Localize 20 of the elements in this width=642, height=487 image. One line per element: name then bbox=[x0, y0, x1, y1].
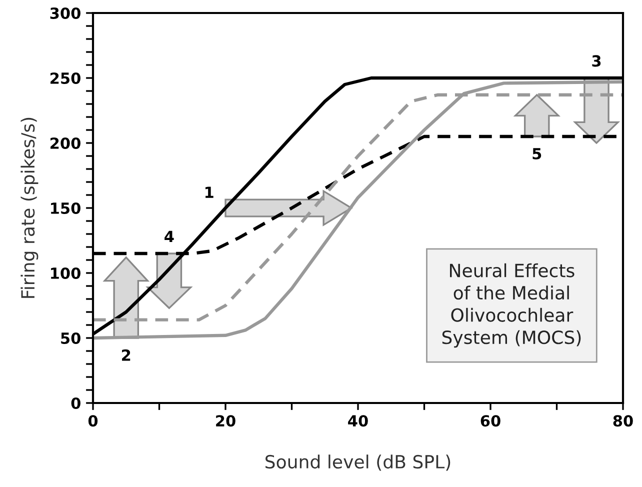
y-tick-label: 250 bbox=[50, 72, 80, 84]
x-tick-label: 40 bbox=[348, 415, 368, 427]
y-tick-label: 0 bbox=[71, 397, 80, 410]
x-tick-label: 80 bbox=[613, 415, 633, 427]
annotation: Neural Effects of the Medial Olivocochlear System (MOCS) bbox=[442, 263, 581, 348]
x-tick-label: 0 bbox=[88, 415, 98, 427]
annotation: 5 bbox=[532, 148, 542, 160]
x-tick-label: 20 bbox=[216, 415, 236, 427]
y-tick-label: 150 bbox=[51, 202, 80, 214]
y-tick-label: 50 bbox=[61, 332, 80, 344]
annotation: 3 bbox=[592, 55, 601, 67]
annotation: 2 bbox=[122, 349, 130, 361]
x-tick-label: 60 bbox=[480, 415, 500, 427]
annotation: 1 bbox=[205, 186, 214, 198]
y-tick-label: 200 bbox=[50, 137, 80, 150]
x-axis-title: Sound level (dB SPL) bbox=[266, 454, 450, 471]
y-axis-title: Firing rate (spikes/s) bbox=[20, 118, 38, 298]
annotation: 4 bbox=[164, 230, 174, 242]
y-tick-label: 300 bbox=[50, 7, 80, 20]
y-tick-label: 100 bbox=[51, 267, 80, 280]
